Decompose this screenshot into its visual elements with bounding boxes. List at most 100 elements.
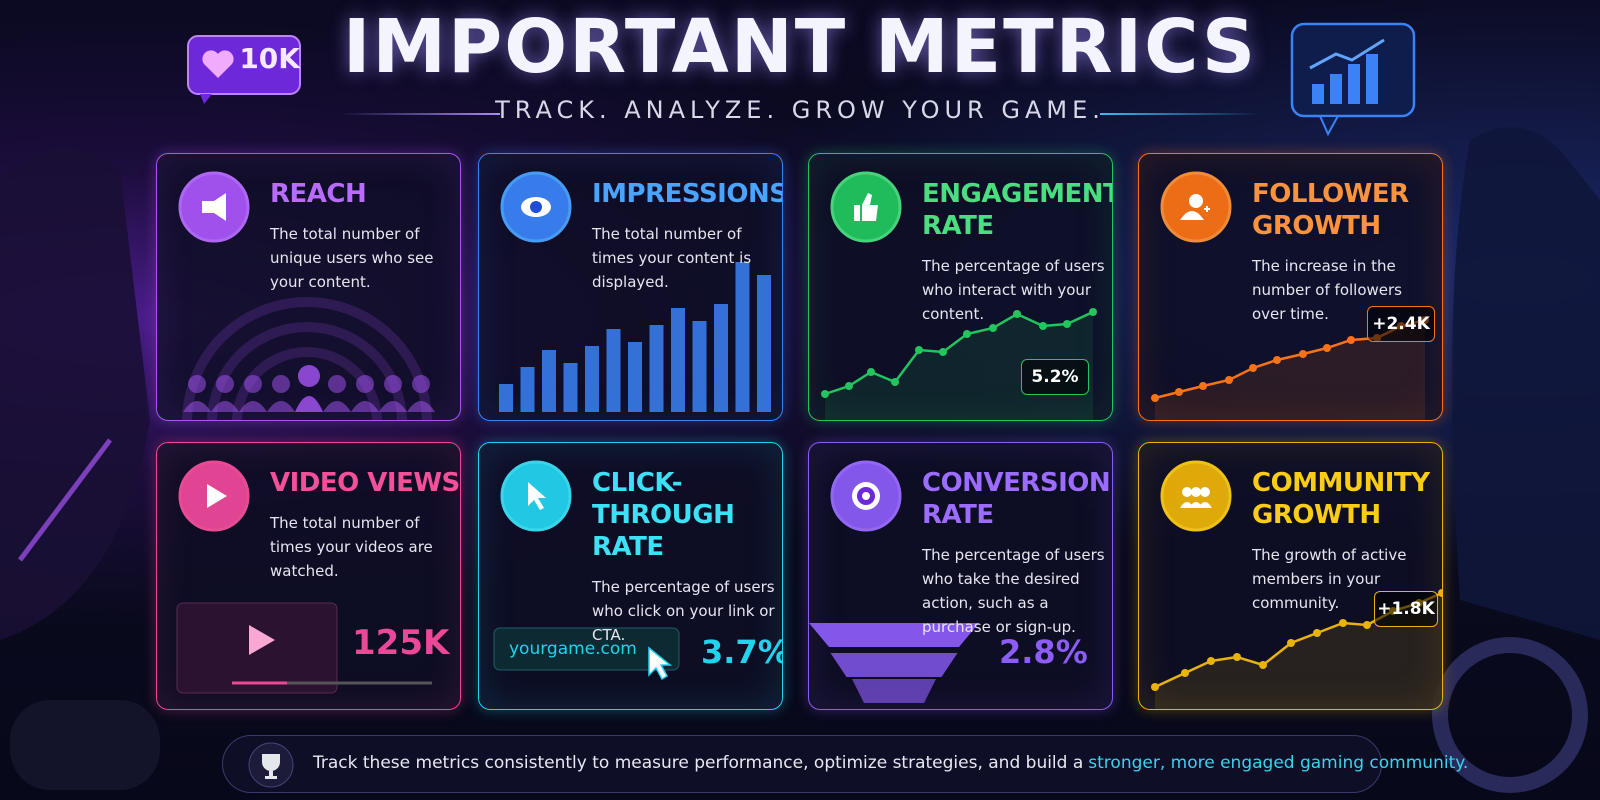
metric-card: VIDEO VIEWS The total number of times you… (156, 442, 461, 710)
icon-glyph (1182, 487, 1192, 497)
trend-dot (1063, 320, 1071, 328)
icon-glyph (1198, 502, 1212, 508)
trend-dot (1089, 308, 1097, 316)
gamepad (10, 700, 160, 790)
card-decor (176, 602, 432, 694)
person-body (379, 401, 407, 412)
trend-dot (1207, 657, 1215, 665)
link-text: yourgame.com (509, 639, 637, 659)
trend-dot (915, 346, 923, 354)
icon-glyph (207, 484, 227, 508)
trend-line (824, 310, 1094, 396)
card-decor (499, 262, 771, 412)
trend-dot (1151, 394, 1159, 402)
card-title: CLICK-THROUGH RATE (592, 468, 735, 562)
footer: Track these metrics consistently to meas… (222, 735, 1468, 793)
decor-bar (649, 325, 664, 412)
person-head (216, 375, 234, 393)
stat-badge: 5.2% (1021, 359, 1089, 395)
icon-glyph (862, 492, 870, 500)
card-decor (1151, 316, 1429, 420)
metric-card: COMMUNITY GROWTH The growth of active mem… (1138, 442, 1443, 710)
card-icon (1160, 460, 1232, 532)
decor-bar (735, 262, 750, 412)
card-description: The percentage of users who interact wit… (922, 257, 1105, 323)
trend-dot (1438, 589, 1442, 597)
trend-dot (867, 368, 875, 376)
card-title: CONVERSION RATE (922, 468, 1111, 530)
icon-glyph (1189, 194, 1203, 208)
person-head (244, 375, 262, 393)
decor-bar (563, 363, 578, 412)
icon-group (852, 482, 880, 510)
trend-dot (845, 382, 853, 390)
metric-card: REACH The total number of unique users wh… (156, 153, 461, 421)
person-body (211, 401, 239, 412)
badge-box (187, 35, 301, 95)
icon-glyph (530, 201, 542, 213)
funnel-layer (852, 679, 936, 703)
trend-dot (1039, 322, 1047, 330)
trend-dot (989, 324, 997, 332)
stat-value: 125K (352, 623, 450, 663)
person-body (267, 401, 295, 412)
decor-bar (757, 275, 771, 412)
trend-dot (939, 348, 947, 356)
decor-bar (542, 350, 556, 412)
trend-area (1155, 320, 1425, 420)
badge-bar (1312, 84, 1324, 104)
decor-bar (499, 384, 513, 412)
icon-group (528, 482, 546, 510)
metric-card: CONVERSION RATE The percentage of users w… (808, 442, 1113, 710)
card-title: ENGAGEMENT RATE (922, 179, 1113, 241)
card-icon (178, 171, 250, 243)
card-icon (830, 171, 902, 243)
decor-bar (585, 346, 599, 412)
trend-dot (1363, 621, 1371, 629)
card-title: VIDEO VIEWS (270, 468, 460, 498)
card-description: The increase in the number of followers … (1252, 257, 1402, 323)
footer-text: Track these metrics consistently to meas… (313, 753, 1468, 773)
person-head (328, 375, 346, 393)
card-text: CONVERSION RATE The percentage of users w… (922, 467, 1111, 639)
footer-highlight: stronger, more engaged gaming community. (1088, 753, 1469, 773)
card-description: The total number of unique users who see… (270, 225, 434, 291)
badge-text: 10K (239, 42, 300, 75)
icon-group (1180, 194, 1210, 220)
card-text: VIDEO VIEWS The total number of times you… (270, 467, 460, 583)
card-icon (500, 460, 572, 532)
badge-bar (1330, 74, 1342, 104)
stat-value: 3.7% (701, 633, 783, 671)
card-icon (1160, 171, 1232, 243)
character-left (0, 147, 150, 640)
card-title: COMMUNITY GROWTH (1252, 468, 1430, 530)
metric-card: ENGAGEMENT RATE The percentage of users w… (808, 153, 1113, 421)
headset (1432, 637, 1588, 793)
character-right (1452, 127, 1600, 641)
person-body (295, 396, 323, 412)
card-text: ENGAGEMENT RATE The percentage of users w… (922, 178, 1112, 326)
card-icon (178, 460, 250, 532)
trend-dot (1313, 629, 1321, 637)
funnel-layer (830, 653, 958, 677)
card-text: IMPRESSIONS The total number of times you… (592, 178, 782, 294)
stat-value: 2.8% (999, 633, 1088, 671)
stat-badge: +2.4K (1367, 306, 1435, 342)
metric-card: CLICK-THROUGH RATE The percentage of user… (478, 442, 783, 710)
heart-icon (202, 50, 234, 78)
trend-dot (1273, 356, 1281, 364)
card-icon (500, 171, 572, 243)
icon-group (207, 484, 227, 508)
card-decor (809, 623, 979, 703)
badge-bar (1366, 54, 1378, 104)
chart-badge-tail (1318, 115, 1340, 137)
icon-glyph (1180, 206, 1210, 220)
trend-dot (1199, 382, 1207, 390)
link-box (493, 627, 680, 671)
person-head (298, 365, 320, 387)
trend-dot (1323, 344, 1331, 352)
card-title: FOLLOWER GROWTH (1252, 179, 1409, 241)
audience-arc (182, 297, 432, 420)
decor-bar (628, 342, 642, 412)
person-body (407, 401, 435, 412)
